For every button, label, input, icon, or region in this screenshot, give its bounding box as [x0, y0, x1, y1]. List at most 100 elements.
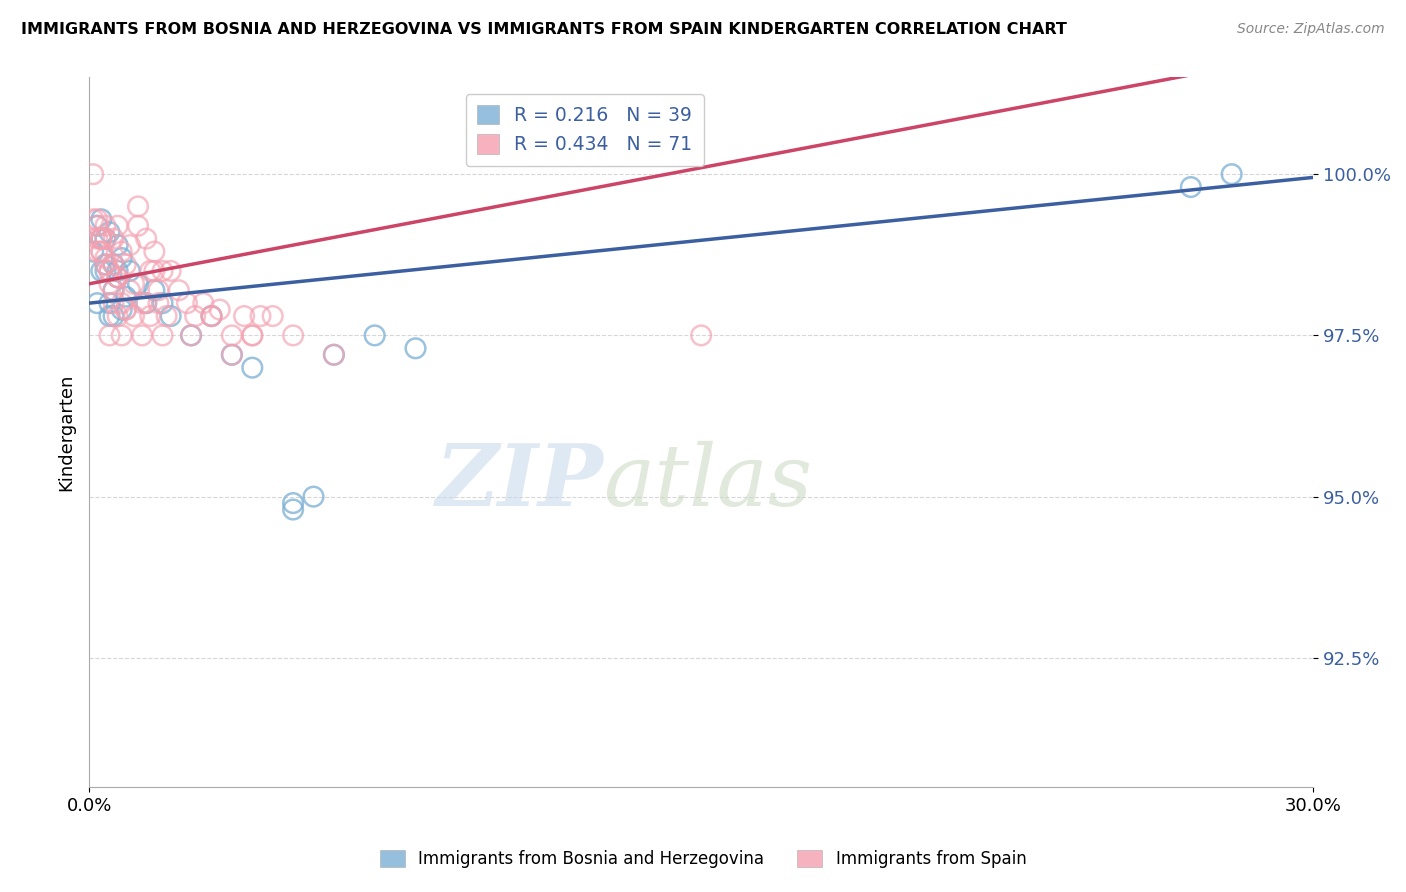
Point [122, 309, 145, 323]
Point [221, 348, 243, 362]
Point [86, 219, 108, 233]
Point [200, 309, 222, 323]
Text: ZIP: ZIP [436, 440, 603, 524]
Point [302, 490, 325, 504]
Point [86, 244, 108, 259]
Point [148, 296, 170, 310]
Point [103, 309, 125, 323]
Point [98, 225, 121, 239]
Point [322, 348, 344, 362]
Point [90, 232, 112, 246]
Point [98, 264, 121, 278]
Point [98, 309, 121, 323]
Point [139, 309, 162, 323]
Point [98, 328, 121, 343]
Point [184, 309, 207, 323]
Point [114, 290, 136, 304]
Point [103, 283, 125, 297]
Legend: Immigrants from Bosnia and Herzegovina, Immigrants from Spain: Immigrants from Bosnia and Herzegovina, … [373, 843, 1033, 875]
Point [180, 328, 202, 343]
Point [208, 302, 231, 317]
Point [176, 296, 198, 310]
Point [143, 244, 166, 259]
Text: atlas: atlas [603, 441, 813, 523]
Point [118, 238, 141, 252]
Point [90, 232, 112, 246]
Point [94, 257, 117, 271]
Point [159, 264, 181, 278]
Point [281, 328, 304, 343]
Point [221, 348, 243, 362]
Point [103, 296, 125, 310]
Point [135, 296, 157, 310]
Point [143, 264, 166, 278]
Point [103, 283, 125, 297]
Point [122, 277, 145, 291]
Point [114, 302, 136, 317]
Point [90, 232, 112, 246]
Point [127, 277, 149, 291]
Point [200, 309, 222, 323]
Point [364, 328, 387, 343]
Point [82, 167, 104, 181]
Point [111, 328, 134, 343]
Point [111, 251, 134, 265]
Point [118, 283, 141, 297]
Point [86, 296, 108, 310]
Point [1180, 180, 1202, 194]
Text: Source: ZipAtlas.com: Source: ZipAtlas.com [1237, 22, 1385, 37]
Point [155, 309, 177, 323]
Point [90, 212, 112, 227]
Point [82, 244, 104, 259]
Point [690, 328, 713, 343]
Point [98, 277, 121, 291]
Point [114, 257, 136, 271]
Point [107, 219, 129, 233]
Point [98, 296, 121, 310]
Point [107, 270, 129, 285]
Y-axis label: Kindergarten: Kindergarten [58, 374, 75, 491]
Point [135, 232, 157, 246]
Point [131, 328, 153, 343]
Point [152, 264, 174, 278]
Point [193, 296, 215, 310]
Point [135, 296, 157, 310]
Point [107, 309, 129, 323]
Point [111, 244, 134, 259]
Point [221, 328, 243, 343]
Point [159, 309, 181, 323]
Point [240, 328, 263, 343]
Point [107, 264, 129, 278]
Point [90, 232, 112, 246]
Point [200, 309, 222, 323]
Point [114, 302, 136, 317]
Point [94, 251, 117, 265]
Point [152, 296, 174, 310]
Point [86, 212, 108, 227]
Point [94, 257, 117, 271]
Point [281, 502, 304, 516]
Point [94, 232, 117, 246]
Point [94, 232, 117, 246]
Point [148, 283, 170, 297]
Point [1220, 167, 1243, 181]
Point [127, 199, 149, 213]
Point [152, 328, 174, 343]
Point [240, 328, 263, 343]
Point [90, 264, 112, 278]
Point [281, 496, 304, 510]
Point [127, 219, 149, 233]
Point [118, 264, 141, 278]
Point [233, 309, 256, 323]
Point [262, 309, 284, 323]
Point [180, 328, 202, 343]
Point [90, 244, 112, 259]
Point [111, 296, 134, 310]
Point [94, 264, 117, 278]
Point [82, 212, 104, 227]
Point [249, 309, 271, 323]
Point [98, 264, 121, 278]
Legend: R = 0.216   N = 39, R = 0.434   N = 71: R = 0.216 N = 39, R = 0.434 N = 71 [465, 94, 704, 166]
Point [103, 257, 125, 271]
Point [103, 257, 125, 271]
